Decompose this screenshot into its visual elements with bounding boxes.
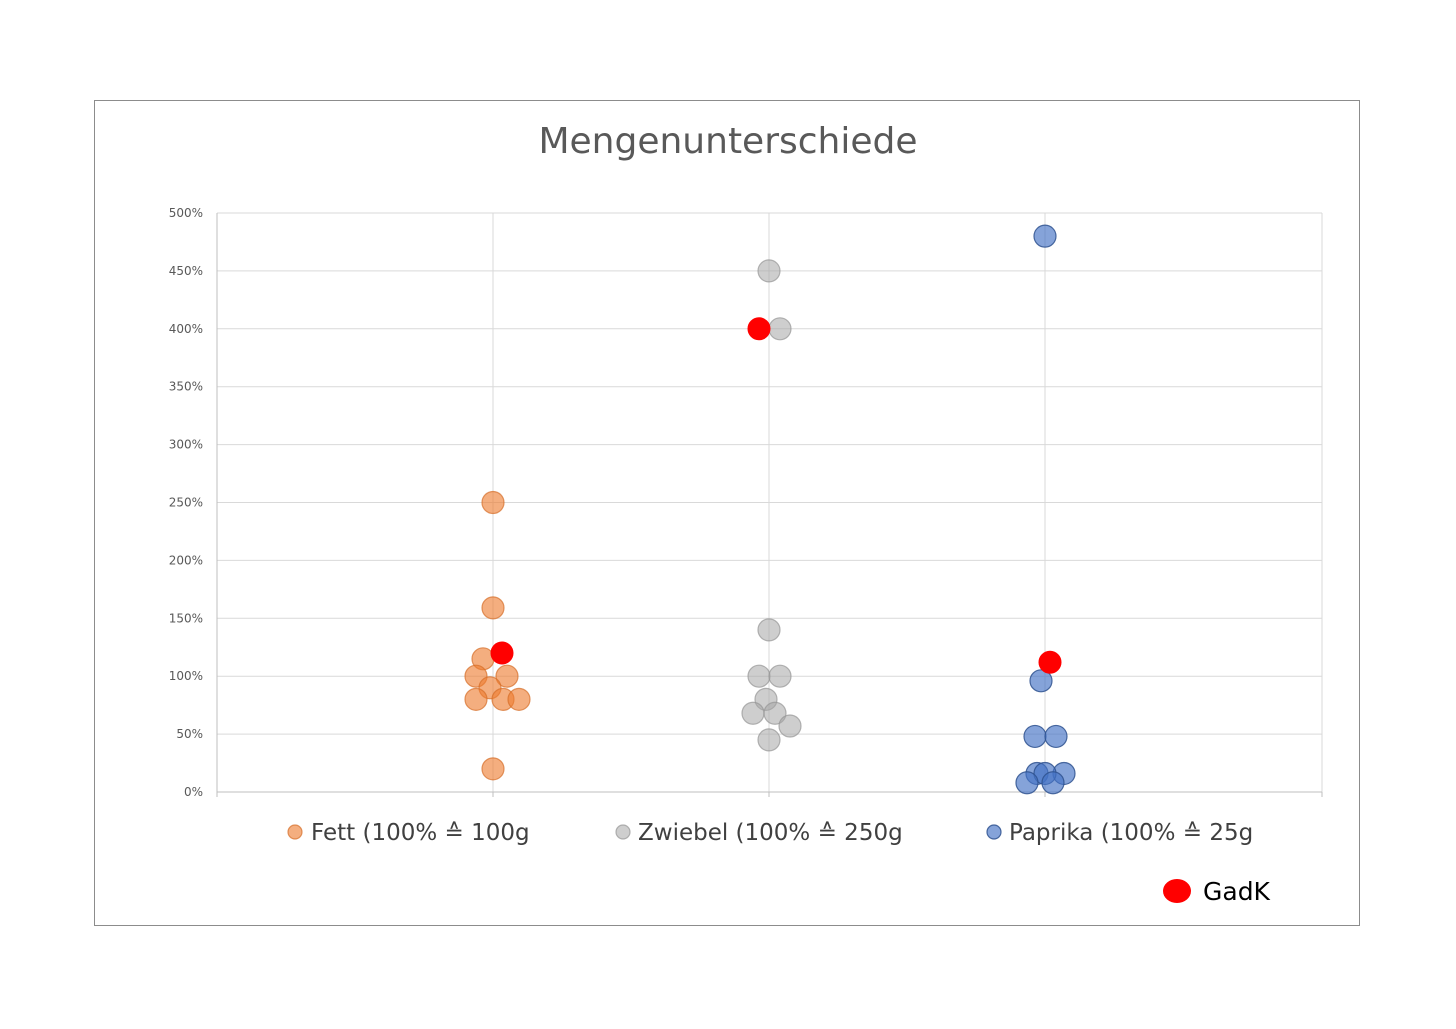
data-point-paprika — [1029, 669, 1053, 693]
data-point-fett — [464, 687, 488, 711]
axes — [216, 213, 1323, 797]
y-tick-label: 150% — [169, 611, 203, 625]
legend-label-gadk: GadK — [1203, 877, 1271, 906]
y-axis-tick-labels: 0% 50% 100% 150% 200% 250% 300% 350% 400% 450% 500… — [169, 206, 203, 799]
legend-marker — [986, 824, 1002, 840]
y-tick-label: 250% — [169, 496, 203, 510]
data-point-fett — [481, 490, 505, 515]
data-point-zwiebel — [757, 728, 781, 752]
data-point-paprika — [1041, 771, 1065, 795]
y-tick-label: 450% — [169, 264, 203, 278]
data-point-zwiebel — [768, 317, 792, 341]
y-tick-label: 400% — [169, 322, 203, 336]
data-point-paprika — [1015, 771, 1039, 795]
y-tick-label: 100% — [169, 669, 203, 683]
y-tick-label: 50% — [176, 727, 203, 741]
chart-title: Mengenunterschiede — [538, 121, 917, 162]
data-point-zwiebel — [768, 664, 792, 688]
data-point-zwiebel — [747, 664, 771, 688]
y-tick-label: 350% — [169, 380, 203, 394]
data-point-paprika — [1033, 224, 1057, 248]
y-tick-label: 500% — [169, 206, 203, 220]
y-tick-label: 300% — [169, 438, 203, 452]
data-point-fett — [481, 596, 505, 620]
legend-label: Zwiebel (100% ≙ 250g — [638, 820, 903, 846]
data-point-gadk — [1038, 650, 1062, 674]
data-point-zwiebel — [757, 259, 781, 283]
data-point-zwiebel — [778, 714, 802, 738]
legend-marker — [615, 824, 631, 840]
y-tick-label: 200% — [169, 553, 203, 567]
data-point-zwiebel — [763, 701, 787, 725]
legend-marker-gadk — [1163, 879, 1191, 903]
data-point-zwiebel — [757, 618, 781, 642]
legend-marker — [287, 824, 303, 840]
grid-lines — [217, 212, 1323, 792]
data-point-zwiebel — [741, 701, 765, 725]
legend-label: Paprika (100% ≙ 25g — [1009, 820, 1253, 846]
chart-svg: Mengenunterschiede 0% 50% 100% 150% 200% 250%… — [169, 121, 1323, 906]
data-point-gadk — [490, 641, 514, 665]
data-point-gadk — [747, 317, 771, 341]
legend-label: Fett (100% ≙ 100g — [311, 820, 530, 846]
data-point-fett — [481, 757, 505, 781]
data-point-fett — [495, 664, 519, 688]
y-tick-label: 0% — [184, 785, 203, 799]
data-point-paprika — [1023, 724, 1047, 749]
data-point-fett — [507, 687, 531, 711]
data-points — [464, 224, 1076, 795]
legend: Fett (100% ≙ 100g Zwiebel (100% ≙ 250g Pap… — [287, 820, 1271, 906]
data-point-paprika — [1044, 724, 1068, 749]
chart-area: Mengenunterschiede 0% 50% 100% 150% 200% 250%… — [94, 100, 1360, 926]
